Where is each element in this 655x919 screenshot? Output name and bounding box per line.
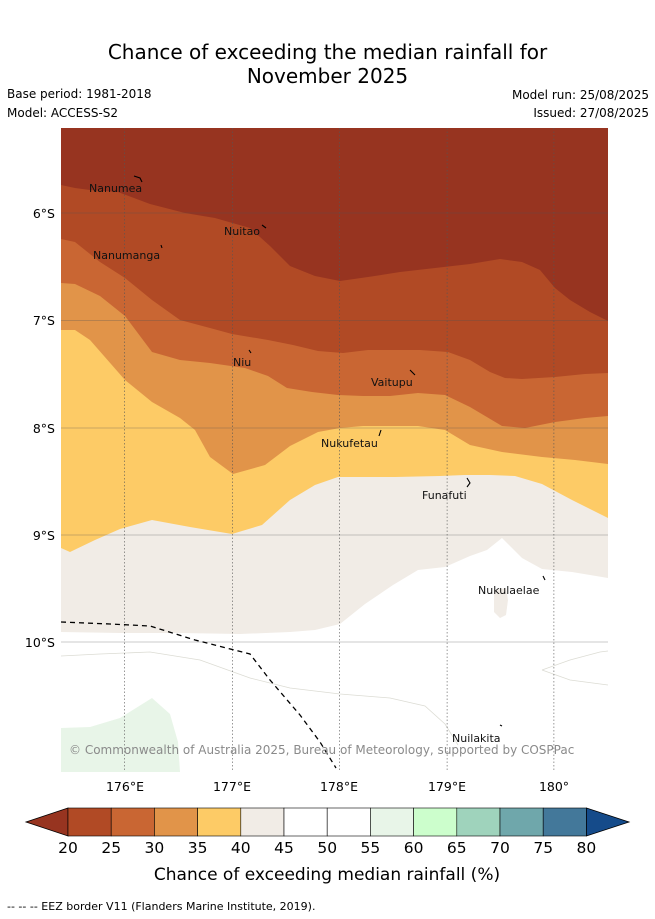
island-label-niu: Niu <box>233 356 251 369</box>
colorbar-tick-label: 65 <box>447 839 467 857</box>
region-50-55 <box>61 538 608 772</box>
eez-footnote: -- -- -- EEZ border V11 (Flanders Marine… <box>7 900 316 913</box>
lat-label: 10°S <box>25 635 55 650</box>
island-label-vaitupu: Vaitupu <box>371 376 413 389</box>
latitude-labels: 6°S 7°S 8°S 9°S 10°S <box>25 206 55 650</box>
island-shapes <box>133 175 546 727</box>
colorbar-segment <box>197 807 242 837</box>
lat-label: 9°S <box>33 528 55 543</box>
island-label-funafuti: Funafuti <box>422 489 467 502</box>
map-figure: Nanumea Nuitao Nanumanga Niu Vaitupu Nuk… <box>24 128 631 885</box>
issued-date: Issued: 27/08/2025 <box>533 106 649 120</box>
colorbar-tick-label: 40 <box>231 839 251 857</box>
longitude-labels: 176°E 177°E 178°E 179°E 180° <box>106 779 569 794</box>
region-40-45-islet <box>494 588 508 618</box>
graticule <box>61 128 608 772</box>
colorbar-segment <box>67 807 112 837</box>
colorbar-tick-label: 35 <box>188 839 208 857</box>
lon-label: 176°E <box>106 779 144 794</box>
colorbar-tick-label: 75 <box>533 839 553 857</box>
lon-label: 177°E <box>213 779 251 794</box>
model-name: Model: ACCESS-S2 <box>7 106 119 120</box>
contour-lines <box>60 650 609 746</box>
colorbar-tick-label: 70 <box>490 839 510 857</box>
colorbar-segment <box>154 807 198 837</box>
map-panel: Nanumea Nuitao Nanumanga Niu Vaitupu Nuk… <box>60 128 609 772</box>
eez-border <box>60 621 337 769</box>
lon-label: 180° <box>539 779 569 794</box>
colorbar-tick-label: 20 <box>58 839 78 857</box>
island-label-nuilakita: Nuilakita <box>452 732 501 745</box>
island-label-nuitao: Nuitao <box>224 225 260 238</box>
colorbar-segment <box>542 807 587 837</box>
title-line-2: November 2025 <box>246 64 409 88</box>
lat-label: 6°S <box>33 206 55 221</box>
copyright-credit: © Commonwealth of Australia 2025, Bureau… <box>69 743 574 757</box>
island-label-nukulaelae: Nukulaelae <box>478 584 540 597</box>
colorbar-segment <box>456 807 501 837</box>
colorbar-tick-label: 80 <box>577 839 597 857</box>
region-55-60 <box>61 698 180 772</box>
colorbar-extend-high <box>586 807 631 837</box>
lat-label: 7°S <box>33 313 55 328</box>
base-period: Base period: 1981-2018 <box>7 87 152 101</box>
colorbar-segment <box>283 807 328 837</box>
model-run: Model run: 25/08/2025 <box>511 88 649 102</box>
colorbar-tick-label: 50 <box>317 839 337 857</box>
colorbar-extend-low <box>24 807 69 837</box>
colorbar-segment <box>326 807 371 837</box>
colorbar-tick-label: 25 <box>101 839 121 857</box>
lon-label: 178°E <box>320 779 358 794</box>
chart-title: Chance of exceeding the median rainfall … <box>0 40 655 88</box>
island-label-nanumanga: Nanumanga <box>93 249 160 262</box>
title-line-1: Chance of exceeding the median rainfall … <box>107 40 548 64</box>
lat-label: 8°S <box>33 421 55 436</box>
colorbar-segment <box>499 807 544 837</box>
colorbar-segment <box>110 807 155 837</box>
lon-label: 179°E <box>428 779 466 794</box>
region-below-20 <box>61 128 608 321</box>
colorbar-segment <box>413 807 458 837</box>
island-label-nanumea: Nanumea <box>89 182 142 195</box>
colorbar-segment <box>370 807 414 837</box>
island-label-nukufetau: Nukufetau <box>321 437 378 450</box>
colorbar-title: Chance of exceeding median rainfall (%) <box>154 865 500 885</box>
colorbar-tick-label: 60 <box>404 839 424 857</box>
colorbar-tick-label: 30 <box>145 839 165 857</box>
colorbar: 20 25 30 35 40 45 50 55 60 65 70 75 80 <box>24 807 631 857</box>
colorbar-tick-label: 55 <box>361 839 381 857</box>
colorbar-tick-label: 45 <box>274 839 294 857</box>
colorbar-segment <box>240 807 285 837</box>
